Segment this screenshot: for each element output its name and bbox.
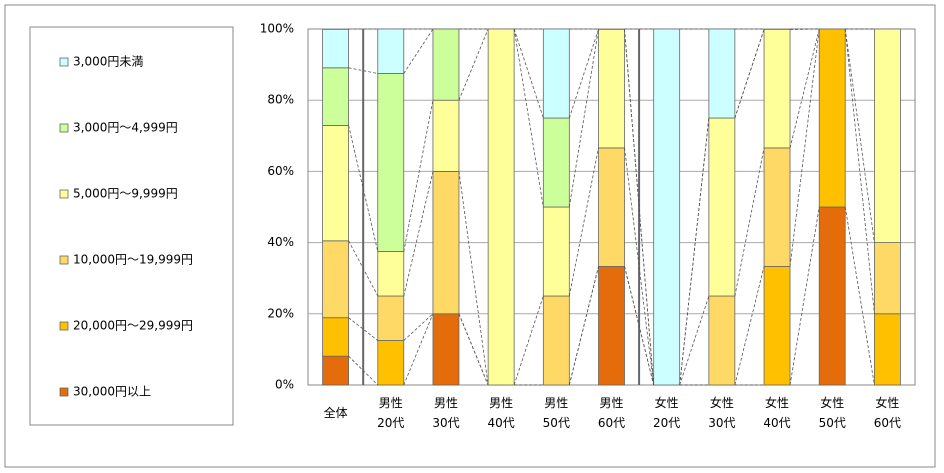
series-line (568, 147, 599, 297)
bar-segment (598, 147, 625, 267)
x-tick-label: 男性 30代 (432, 396, 460, 430)
legend-label: 3,000円未満 (73, 55, 143, 69)
series-line (789, 28, 820, 148)
series-line (844, 28, 875, 243)
series-line (679, 295, 710, 386)
series-line (403, 171, 434, 297)
bar-segment (874, 242, 901, 315)
bar-segment (542, 28, 570, 119)
bar-segment (598, 28, 625, 149)
series-line (568, 266, 599, 386)
bar-segment (763, 147, 791, 267)
legend-swatch (59, 387, 69, 397)
series-line (458, 313, 489, 386)
bar-segment (377, 28, 405, 74)
bar-segment (432, 99, 460, 172)
legend-label: 10,000円～19,999円 (73, 253, 193, 267)
series-line (624, 29, 655, 386)
y-tick-label: 60% (267, 164, 294, 178)
series-line (403, 313, 434, 386)
x-tick-label: 男性 60代 (597, 396, 626, 430)
y-tick-label: 40% (267, 235, 294, 249)
series-line (513, 295, 544, 386)
series-line (844, 206, 875, 386)
bar-segment (874, 28, 901, 244)
bar-segment (377, 73, 405, 252)
series-line (348, 317, 379, 341)
bar-segment (377, 251, 405, 297)
legend-swatch (59, 123, 69, 133)
y-tick-label: 20% (267, 306, 294, 320)
x-tick-label: 女性 30代 (708, 396, 736, 430)
legend-swatch (59, 321, 69, 331)
bar-segment (763, 28, 791, 149)
series-line (348, 240, 379, 297)
x-tick-label: 全体 (323, 406, 348, 420)
series-line (458, 28, 489, 101)
bar-segment (322, 67, 349, 126)
x-tick-label: 女性 60代 (873, 396, 902, 430)
legend-box (29, 26, 234, 426)
bar-segment (818, 28, 846, 208)
y-tick-label: 0% (275, 378, 294, 392)
bar-segment (818, 206, 846, 386)
x-tick-label: 男性 20代 (377, 396, 405, 430)
series-line (348, 355, 379, 386)
legend-label: 5,000円～9,999円 (73, 187, 178, 201)
bar-segment (542, 295, 570, 386)
series-line (568, 29, 599, 119)
bar-segment (708, 295, 736, 386)
bar-segment (542, 206, 570, 297)
series-line (458, 171, 489, 386)
bar-segment (322, 240, 349, 319)
bar-segment (542, 117, 570, 208)
series-line (403, 28, 434, 74)
x-tick-label: 男性 40代 (487, 396, 515, 430)
bar-segment (432, 28, 460, 101)
bar-segment (708, 117, 736, 297)
bar-segment (322, 317, 349, 357)
y-tick-label: 100% (260, 22, 294, 36)
bar-segment (653, 28, 681, 386)
x-tick-label: 女性 20代 (653, 396, 681, 430)
bar-segment (322, 125, 349, 242)
series-line (734, 266, 765, 386)
legend-swatch (59, 255, 69, 265)
x-tick-label: 女性 40代 (763, 396, 791, 430)
bar-segment (432, 170, 460, 315)
bar-segment (874, 313, 901, 386)
series-line (513, 28, 544, 119)
legend-swatch (59, 57, 69, 67)
legend-swatch (59, 189, 69, 199)
series-line (734, 147, 765, 297)
series-line (348, 125, 379, 252)
series-line (568, 29, 599, 208)
series-line (734, 29, 765, 119)
legend-label: 20,000円～29,999円 (73, 319, 193, 333)
series-line (403, 100, 434, 252)
bar-segment (598, 266, 625, 386)
x-tick-label: 男性 50代 (542, 396, 570, 430)
series-line (789, 206, 820, 386)
legend-label: 30,000円以上 (73, 385, 151, 399)
series-line (403, 313, 434, 341)
bar-segment (763, 266, 791, 386)
bar-segment (432, 313, 460, 386)
series-line (513, 28, 544, 208)
x-tick-label: 女性 50代 (818, 396, 846, 430)
bar-segment (377, 295, 405, 341)
bar-segment (487, 28, 515, 386)
bar-segment (708, 28, 736, 119)
series-line (844, 28, 875, 314)
series-line (624, 266, 655, 386)
legend-label: 3,000円～4,999円 (73, 121, 178, 135)
bar-segment (377, 340, 405, 386)
bar-segment (322, 355, 349, 386)
bar-segment (322, 28, 349, 69)
y-tick-label: 80% (267, 93, 294, 107)
